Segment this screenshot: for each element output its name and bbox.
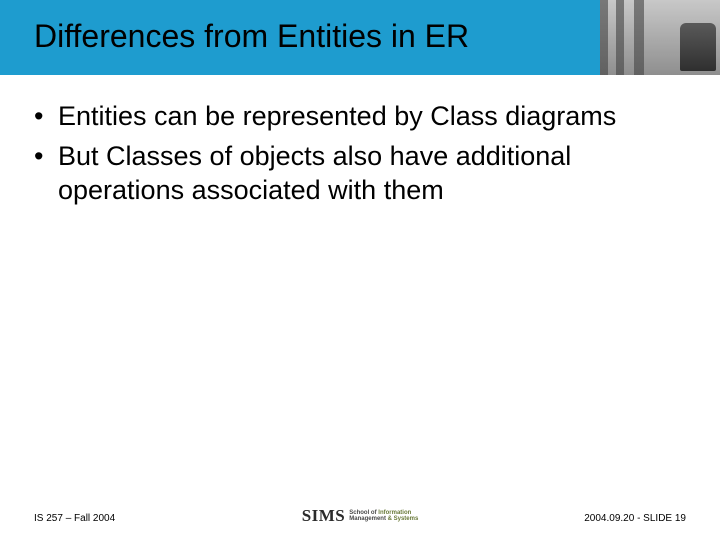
sims-logo-subtext: School of Information Management & Syste…	[349, 510, 418, 523]
sims-logo-mark: SIMS	[302, 506, 346, 526]
footer-right-text: 2004.09.20 - SLIDE 19	[584, 513, 686, 524]
footer: IS 257 – Fall 2004 SIMS School of Inform…	[34, 504, 686, 524]
decorative-photo	[600, 0, 720, 75]
bullet-list: Entities can be represented by Class dia…	[34, 100, 686, 207]
slide-title: Differences from Entities in ER	[34, 18, 469, 55]
bullet-item: Entities can be represented by Class dia…	[34, 100, 686, 134]
bullet-item: But Classes of objects also have additio…	[34, 140, 686, 208]
footer-left-text: IS 257 – Fall 2004	[34, 513, 115, 524]
body-area: Entities can be represented by Class dia…	[34, 100, 686, 213]
footer-logo: SIMS School of Information Management & …	[302, 506, 419, 526]
sims-line2b: & Systems	[388, 516, 419, 522]
sims-line1b: Information	[378, 510, 411, 516]
slide: Differences from Entities in ER Entities…	[0, 0, 720, 540]
sims-line1a: School of	[349, 510, 376, 516]
sims-line2a: Management	[349, 516, 386, 522]
